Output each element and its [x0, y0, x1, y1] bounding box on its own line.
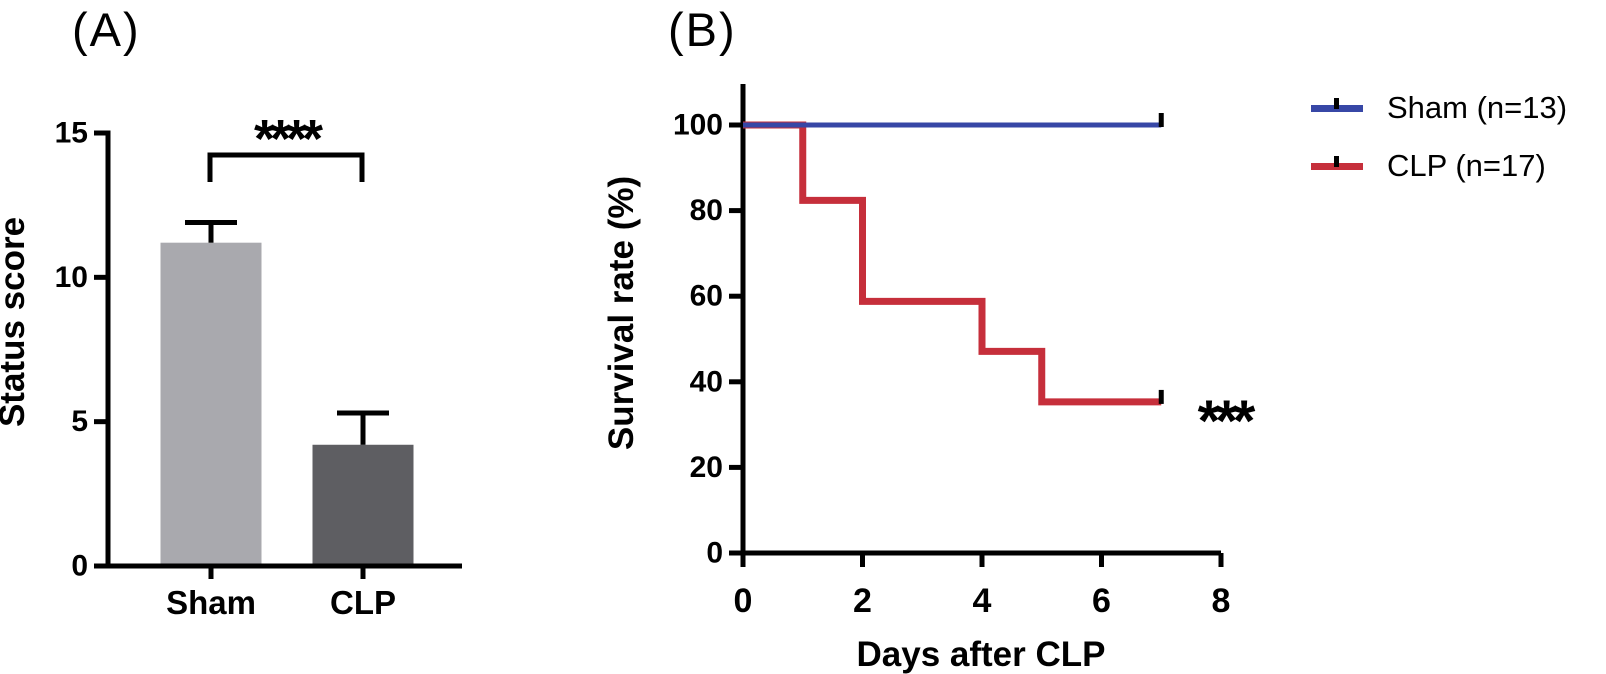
y-tick-label: 15: [55, 117, 88, 150]
panel-b-title: (B): [668, 3, 737, 56]
survival-line-clp: [743, 121, 1162, 406]
x-tick-label: 8: [1212, 582, 1231, 620]
category-label-sham: Sham: [166, 584, 256, 621]
significance-bracket: [207, 152, 365, 182]
y-tick-label: 5: [71, 405, 88, 438]
legend-swatch-clp: [1311, 154, 1363, 178]
panel-a-title: (A): [72, 3, 141, 56]
legend-item-clp: CLP (n=17): [1311, 148, 1567, 183]
y-tick-label: 100: [673, 109, 723, 142]
panel-b-xlabel: Days after CLP: [857, 635, 1106, 674]
bar-sham: [160, 242, 262, 566]
y-tick-label: 20: [690, 451, 723, 484]
censor-tick-icon: [1334, 156, 1339, 167]
legend-item-sham: Sham (n=13): [1311, 90, 1567, 125]
censor-mark-sham: [1158, 113, 1164, 127]
y-tick-label: 10: [55, 261, 88, 294]
x-tick-label: 4: [973, 582, 992, 620]
panel-b-plot: 0 20 40 60 80 100 0 2 4 6 8 Survival rate (%) Days a…: [602, 84, 1261, 674]
y-tick-label: 60: [690, 280, 723, 313]
y-tick-label: 0: [706, 537, 723, 570]
panel-a-plot: 0 5 10 15 Sham CLP Status score ****: [0, 109, 462, 621]
censor-mark-clp: [1158, 389, 1164, 404]
legend-label-clp: CLP (n=17): [1387, 148, 1546, 183]
y-tick-label: 40: [690, 365, 723, 398]
censor-tick-icon: [1334, 98, 1339, 109]
panel-b-ylabel: Survival rate (%): [602, 176, 641, 450]
panel-a-ylabel: Status score: [0, 217, 32, 427]
x-tick-label: 2: [853, 582, 872, 620]
significance-stars-b: ***: [1198, 389, 1256, 454]
legend: Sham (n=13) CLP (n=17): [1311, 90, 1567, 212]
x-tick-label: 6: [1092, 582, 1111, 620]
significance-stars-a: ****: [254, 109, 323, 169]
bar-clp: [312, 444, 414, 566]
category-label-clp: CLP: [330, 584, 396, 621]
y-tick-label: 0: [71, 550, 88, 583]
legend-label-sham: Sham (n=13): [1387, 90, 1568, 125]
y-tick-label: 80: [690, 194, 723, 227]
legend-swatch-sham: [1311, 96, 1363, 120]
x-tick-label: 0: [734, 582, 753, 620]
